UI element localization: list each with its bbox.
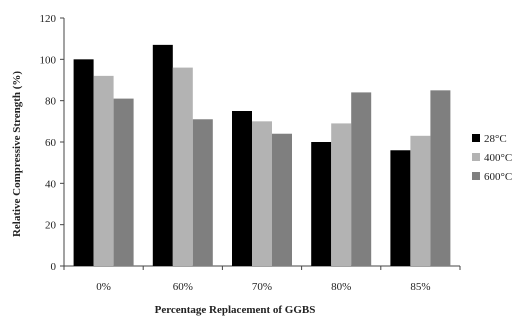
y-tick-label: 80 [45, 96, 57, 108]
bars [73, 44, 451, 267]
legend-swatch [472, 153, 480, 161]
y-axis: 0 20 40 60 80 100 120 [40, 13, 65, 273]
y-axis-title: Relative Compressive Strength (%) [11, 71, 23, 237]
legend: 28°C 400°C 600°C [472, 133, 512, 183]
bar-600c-70pct [272, 133, 292, 266]
x-tick-label: 80% [331, 281, 351, 293]
bar-400c-0pct [93, 75, 114, 266]
y-tick-label: 120 [40, 13, 57, 25]
legend-swatch [472, 134, 480, 142]
bar-600c-0pct [113, 98, 134, 266]
y-tick-label: 0 [51, 261, 57, 273]
legend-label: 28°C [484, 133, 507, 145]
legend-swatch [472, 172, 480, 180]
y-tick-label: 20 [45, 220, 57, 232]
bar-28c-60pct [152, 44, 173, 266]
legend-label: 600°C [484, 171, 512, 183]
x-tick-label: 70% [252, 281, 272, 293]
x-tick-label: 0% [96, 281, 111, 293]
x-axis: 0% 60% 70% 80% 85% [63, 265, 461, 293]
bar-28c-80pct [311, 142, 332, 266]
x-axis-title: Percentage Replacement of GGBS [155, 304, 316, 316]
bar-600c-60pct [192, 119, 213, 267]
bar-600c-80pct [351, 92, 372, 267]
bar-400c-60pct [172, 67, 193, 266]
y-tick-label: 40 [45, 178, 57, 190]
bar-28c-85pct [390, 150, 411, 266]
x-tick-label: 85% [410, 281, 430, 293]
bar-28c-70pct [232, 111, 252, 266]
bar-600c-85pct [430, 90, 451, 266]
bar-400c-80pct [331, 123, 352, 267]
y-tick-label: 60 [45, 137, 57, 149]
y-tick-label: 100 [40, 54, 57, 66]
legend-label: 400°C [484, 152, 512, 164]
bar-400c-70pct [252, 121, 272, 266]
bar-400c-85pct [410, 135, 431, 266]
bar-28c-0pct [73, 59, 94, 267]
x-tick-label: 60% [173, 281, 193, 293]
